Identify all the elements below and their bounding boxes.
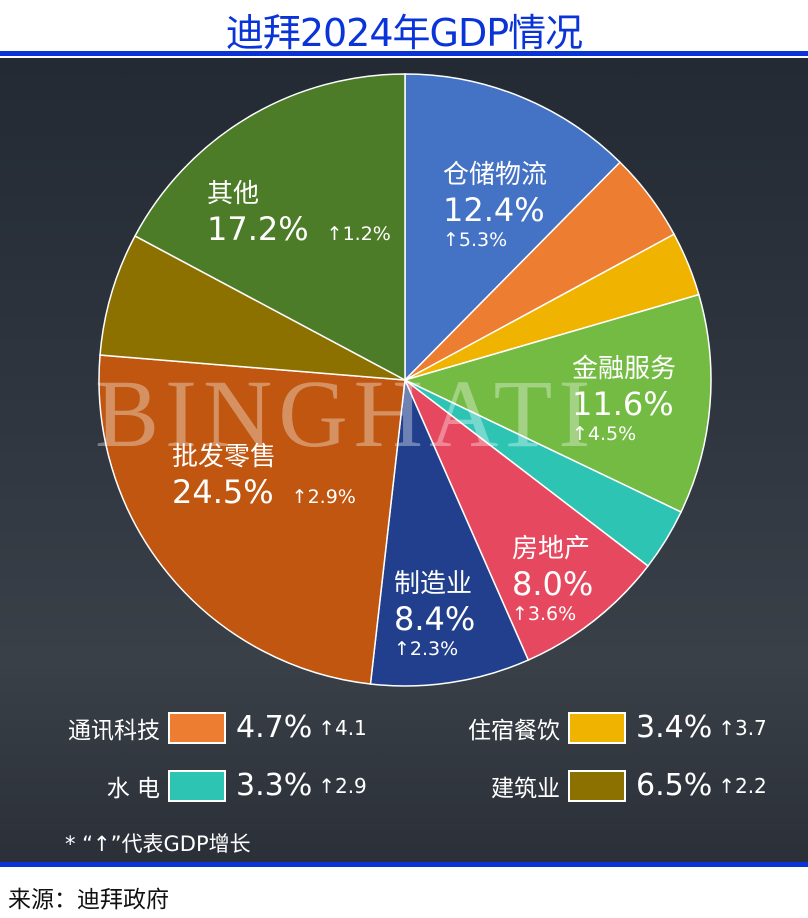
legend-growth: ↑4.1: [318, 715, 367, 740]
slice-growth: ↑5.3%: [443, 229, 508, 251]
legend-item: 住宿餐饮 3.4% ↑3.7: [450, 710, 767, 745]
legend-item: 水 电 3.3% ↑2.9: [50, 768, 367, 803]
slice-name: 批发零售: [172, 442, 277, 472]
slice-label: 批发零售 24.5% ↑2.9%: [172, 436, 356, 511]
legend-item: 建筑业 6.5% ↑2.2: [450, 768, 767, 803]
slice-label: 制造业 8.4% ↑2.3%: [394, 563, 475, 660]
slice-label: 金融服务 11.6% ↑4.5%: [572, 348, 676, 445]
legend-percent: 6.5%: [636, 768, 713, 803]
title-divider: [0, 51, 808, 56]
slice-label: 仓储物流 12.4% ↑5.3%: [443, 154, 547, 251]
pie-slice: [98, 354, 406, 685]
legend-label: 通讯科技: [68, 717, 160, 744]
slice-name: 仓储物流: [443, 160, 548, 190]
slice-growth: ↑1.2%: [326, 223, 391, 245]
legend-item: 通讯科技 4.7% ↑4.1: [50, 710, 367, 745]
pie-chart: [98, 73, 712, 687]
source-text: 来源：迪拜政府: [8, 887, 169, 913]
slice-growth: ↑4.5%: [572, 423, 637, 445]
legend-percent: 3.3%: [236, 768, 313, 803]
slice-label: 房地产 8.0% ↑3.6%: [512, 528, 593, 625]
chart-title: 迪拜2024年GDP情况: [225, 11, 583, 55]
slice-percent: 8.4%: [394, 600, 476, 638]
slice-percent: 8.0%: [512, 565, 594, 603]
footer-divider: [0, 862, 808, 867]
pie-slice: [99, 234, 406, 381]
pie-slice: [134, 73, 406, 382]
slice-growth: ↑2.9%: [291, 486, 356, 508]
slice-percent: 12.4%: [443, 191, 545, 229]
slice-growth: ↑2.3%: [394, 638, 459, 660]
growth-note: * “↑”代表GDP增长: [65, 832, 251, 856]
slice-growth: ↑3.6%: [512, 603, 577, 625]
legend-label: 水 电: [106, 775, 160, 802]
slice-percent: 24.5%: [172, 473, 274, 511]
slice-name: 金融服务: [572, 354, 677, 384]
slice-label: 其他 17.2% ↑1.2%: [207, 173, 391, 248]
pie-slice: [402, 293, 712, 514]
slice-name: 其他: [207, 179, 260, 209]
pie-slice: [404, 379, 650, 662]
legend-growth: ↑2.9: [318, 773, 367, 798]
legend-swatch: [168, 769, 226, 802]
slice-percent: 11.6%: [572, 385, 674, 423]
legend-label: 建筑业: [491, 775, 560, 802]
legend-label: 住宿餐饮: [468, 717, 560, 744]
legend-swatch: [568, 711, 626, 744]
pie-slice: [369, 377, 530, 687]
legend-growth: ↑2.2: [718, 773, 767, 798]
chart-panel: BINGHATI 仓储物流 12.4% ↑5.3% 金融服务 11.6% ↑4.5% 房地产…: [0, 58, 808, 862]
slice-percent: 17.2%: [207, 210, 309, 248]
pie-slice: [404, 73, 622, 382]
legend-swatch: [168, 711, 226, 744]
legend-swatch: [568, 769, 626, 802]
legend-growth: ↑3.7: [718, 715, 767, 740]
legend-percent: 3.4%: [636, 710, 713, 745]
slice-name: 制造业: [394, 569, 473, 599]
legend-percent: 4.7%: [236, 710, 313, 745]
slice-name: 房地产: [512, 534, 591, 564]
